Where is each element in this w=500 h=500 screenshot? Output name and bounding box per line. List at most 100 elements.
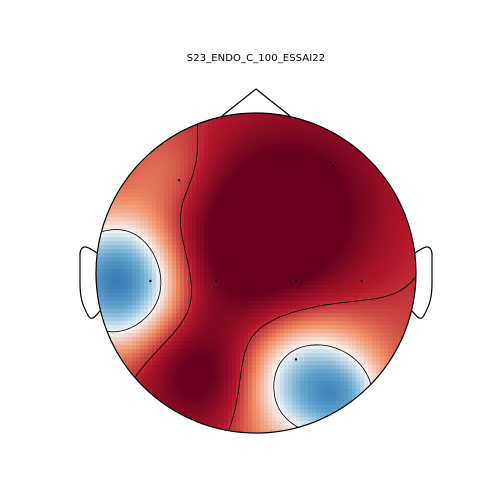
field-cell — [160, 137, 165, 142]
field-cell — [124, 341, 129, 346]
field-cell — [376, 185, 381, 190]
field-cell — [240, 377, 245, 382]
field-cell — [388, 225, 393, 230]
field-cell — [296, 177, 301, 182]
field-cell — [124, 253, 129, 258]
field-cell — [316, 245, 321, 250]
field-cell — [184, 353, 189, 358]
field-cell — [220, 385, 225, 390]
field-cell — [392, 333, 397, 338]
field-cell — [360, 305, 365, 310]
field-cell — [368, 189, 373, 194]
field-cell — [268, 269, 273, 274]
field-cell — [172, 229, 177, 234]
field-cell — [228, 281, 233, 286]
field-cell — [316, 193, 321, 198]
field-cell — [328, 381, 333, 386]
field-cell — [236, 133, 241, 138]
field-cell — [292, 137, 297, 142]
field-cell — [380, 257, 385, 262]
field-cell — [216, 153, 221, 158]
field-cell — [256, 393, 261, 398]
field-cell — [300, 133, 305, 138]
field-cell — [288, 313, 293, 318]
field-cell — [192, 393, 197, 398]
field-cell — [228, 169, 233, 174]
field-cell — [308, 385, 313, 390]
field-cell — [204, 317, 209, 322]
field-cell — [344, 161, 349, 166]
field-cell — [280, 197, 285, 202]
field-cell — [280, 385, 285, 390]
field-cell — [368, 193, 373, 198]
field-cell — [244, 377, 249, 382]
field-cell — [312, 353, 317, 358]
field-cell — [404, 225, 409, 230]
field-cell — [216, 161, 221, 166]
field-cell — [284, 253, 289, 258]
field-cell — [376, 365, 381, 370]
field-cell — [360, 321, 365, 326]
field-cell — [204, 321, 209, 326]
field-cell — [340, 281, 345, 286]
field-cell — [188, 245, 193, 250]
field-cell — [264, 385, 269, 390]
field-cell — [372, 217, 377, 222]
field-cell — [380, 341, 385, 346]
field-cell — [304, 353, 309, 358]
field-cell — [344, 201, 349, 206]
field-cell — [176, 337, 181, 342]
field-cell — [184, 297, 189, 302]
field-cell — [116, 345, 121, 350]
field-cell — [320, 209, 325, 214]
field-cell — [344, 341, 349, 346]
field-cell — [348, 377, 353, 382]
field-cell — [172, 177, 177, 182]
field-cell — [344, 361, 349, 366]
field-cell — [352, 385, 357, 390]
field-cell — [224, 257, 229, 262]
field-cell — [256, 125, 261, 130]
field-cell — [312, 261, 317, 266]
field-cell — [200, 369, 205, 374]
field-cell — [172, 309, 177, 314]
field-cell — [168, 193, 173, 198]
field-cell — [116, 205, 121, 210]
field-cell — [164, 313, 169, 318]
field-cell — [268, 157, 273, 162]
field-cell — [292, 241, 297, 246]
field-cell — [132, 349, 137, 354]
field-cell — [372, 341, 377, 346]
field-cell — [196, 173, 201, 178]
field-cell — [352, 361, 357, 366]
field-cell — [264, 249, 269, 254]
field-cell — [340, 193, 345, 198]
field-cell — [232, 369, 237, 374]
field-cell — [160, 217, 165, 222]
field-cell — [216, 309, 221, 314]
field-cell — [160, 305, 165, 310]
field-cell — [164, 329, 169, 334]
field-cell — [300, 277, 305, 282]
field-cell — [108, 301, 113, 306]
field-cell — [284, 161, 289, 166]
field-cell — [264, 173, 269, 178]
field-cell — [224, 385, 229, 390]
field-cell — [224, 289, 229, 294]
field-cell — [176, 225, 181, 230]
field-cell — [284, 397, 289, 402]
field-cell — [320, 333, 325, 338]
field-cell — [216, 265, 221, 270]
field-cell — [248, 309, 253, 314]
field-cell — [360, 325, 365, 330]
field-cell — [284, 133, 289, 138]
field-cell — [288, 133, 293, 138]
field-cell — [216, 373, 221, 378]
field-cell — [340, 393, 345, 398]
field-cell — [284, 361, 289, 366]
field-cell — [260, 253, 265, 258]
field-cell — [160, 189, 165, 194]
field-cell — [268, 289, 273, 294]
field-cell — [292, 285, 297, 290]
field-cell — [296, 221, 301, 226]
